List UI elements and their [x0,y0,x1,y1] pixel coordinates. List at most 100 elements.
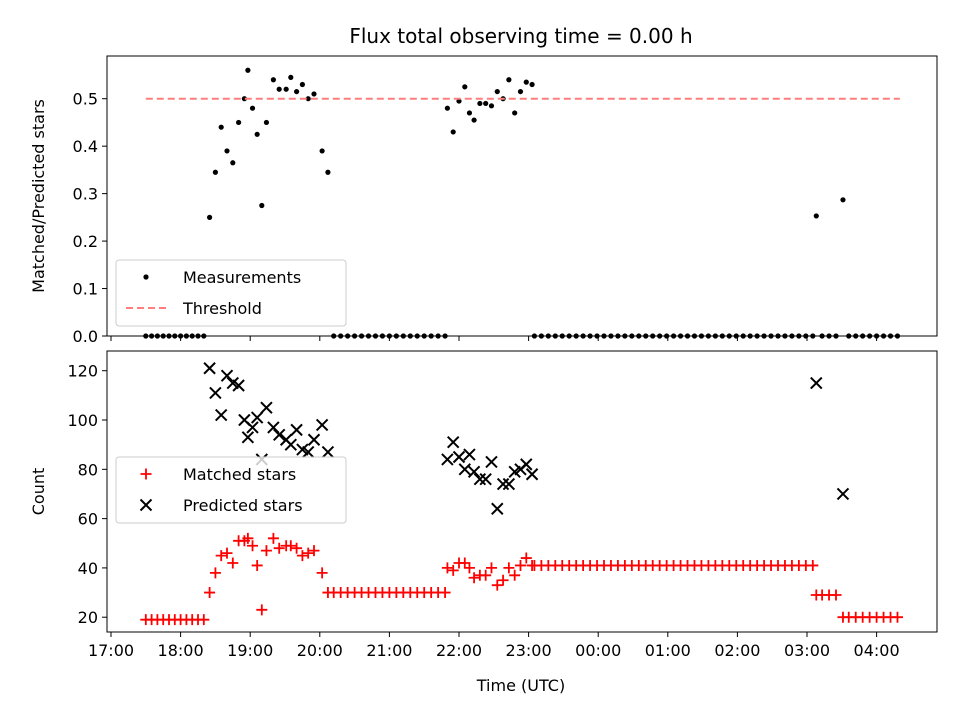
measurement-point [684,333,691,339]
matched-star-point [251,559,263,571]
predicted-star-point [525,468,539,481]
matched-star-point [273,542,285,554]
matched-star-point [468,572,480,584]
measurement-point [178,333,184,339]
legend-frame [115,259,347,327]
measurement-point [512,110,518,116]
measurement-point [664,333,670,339]
measurement-point [358,333,365,339]
predicted-star-point [321,445,335,459]
y-tick-label: 100 [67,411,98,430]
predicted-star-point [473,472,487,486]
x-tick-label: 18:00 [158,641,204,660]
measurement-point [372,333,379,339]
measurement-point [643,333,649,339]
y-tick-label: 0.4 [73,137,98,156]
x-tick-label: 19:00 [227,641,273,660]
measurement-point [566,333,572,339]
predicted-star-point [496,477,510,491]
bottom-y-axis-label: Count [29,468,48,516]
measurement-point [726,333,732,339]
matched-star-point [204,587,216,599]
predicted-star-point [467,465,481,478]
x-tick-label: 17:00 [88,641,134,660]
measurement-point [782,333,788,339]
matched-star-point [891,611,903,623]
matched-star-point [514,559,526,571]
predicted-star-point [209,386,222,400]
predicted-star-point [441,453,454,466]
measurement-point [435,333,441,339]
matched-star-point [291,542,303,554]
legend-plus-marker [140,468,152,480]
measurement-point [305,96,311,102]
measurement-point [331,333,337,339]
measurement-point [573,333,579,339]
measurement-point [414,333,420,339]
measurement-point [477,100,483,107]
measurement-point [810,333,816,339]
measurement-point [494,88,500,95]
predicted-star-point [241,431,255,444]
measurement-point [671,333,677,339]
measurement-point [400,333,406,339]
matched-star-point [503,562,515,574]
matched-star-point [480,569,492,581]
predicted-star-point [246,421,259,434]
predicted-star-point [520,458,533,471]
measurement-point [379,333,386,339]
measurement-point [853,333,859,339]
x-tick-label: 04:00 [854,641,900,660]
predicted-star-point [267,421,280,434]
measurement-point [622,333,628,339]
predicted-star-point [301,445,315,459]
measurement-point [386,333,392,339]
measurement-point [421,333,427,339]
measurement-point [775,333,781,339]
measurement-point [352,333,358,339]
measurement-point [245,67,251,73]
measurement-point [483,100,489,107]
top-y-axis-label: Matched/Predicted stars [29,99,48,293]
measurement-point [803,333,809,339]
matched-star-point [227,557,239,569]
matched-star-point [308,545,320,557]
measurement-point [867,333,873,339]
legend-entry-label: Predicted stars [183,496,303,515]
measurement-point [705,333,712,339]
y-tick-label: 0.2 [73,232,98,251]
measurement-point [263,119,270,126]
matched-star-point [509,569,521,581]
matched-star-point [491,579,503,591]
measurement-point [456,98,462,104]
measurement-point [259,202,265,209]
x-tick-label: 02:00 [714,641,760,660]
measurement-point [587,333,593,339]
matched-star-point [463,562,475,574]
top-axes-frame [106,55,938,337]
measurement-point [166,333,172,339]
measurement-point [531,333,538,339]
bottom-y-axis: 20 40 60 80 100 120 [67,362,107,627]
measurement-point [657,333,663,339]
matched-star-point [520,552,532,564]
measurement-point [294,88,300,95]
measurement-point [189,333,195,339]
measurement-point [636,333,642,339]
matched-star-point [830,589,842,601]
measurement-point [195,333,201,339]
measurement-point [428,333,434,339]
measurement-point [270,77,276,83]
legend-frame [115,456,347,524]
measurement-point [747,333,753,339]
measurement-point [552,333,558,339]
measurement-point [345,333,351,339]
measurement-point [840,197,846,203]
matched-star-point [247,540,259,552]
measurement-point [833,333,839,339]
bottom-legend: Matched stars Predicted stars [115,456,347,524]
predicted-star-point [502,477,516,491]
predicted-star-point [307,433,321,446]
measurement-point [154,333,160,339]
measurement-point [894,333,901,339]
